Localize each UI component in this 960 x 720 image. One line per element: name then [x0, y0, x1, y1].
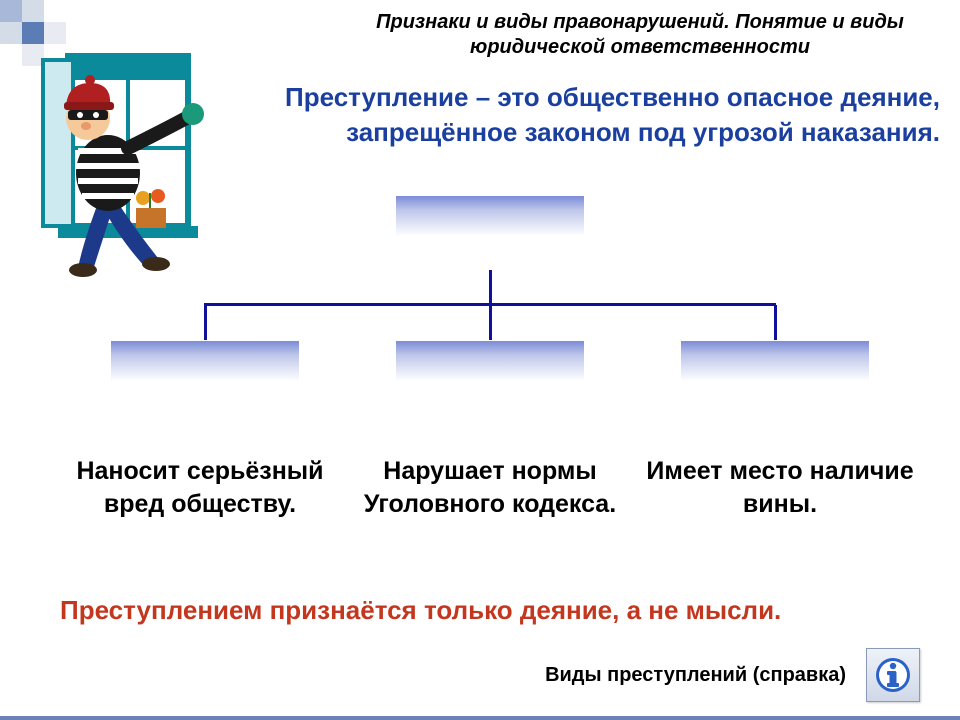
reference-label: Виды преступлений (справка) [545, 664, 846, 687]
info-icon [873, 655, 913, 695]
info-button[interactable] [866, 648, 920, 702]
diagram-child-node [395, 340, 585, 415]
diagram-child-node [680, 340, 870, 415]
bottom-accent-bar [0, 716, 960, 720]
crime-definition: Преступление – это общественно опасное д… [230, 80, 940, 150]
slide-title: Признаки и виды правонарушений. Понятие … [340, 10, 940, 60]
note-text: Преступлением признаётся только деяние, … [60, 595, 781, 625]
diagram-child-node [110, 340, 300, 415]
feature-item: Наносит серьёзный вред обществу. [60, 455, 340, 520]
hierarchy-diagram [90, 195, 890, 455]
diagram-root-node [395, 195, 585, 270]
footer: Виды преступлений (справка) [0, 648, 960, 702]
feature-item: Имеет место наличие вины. [640, 455, 920, 520]
features-row: Наносит серьёзный вред обществу. Нарушае… [60, 455, 920, 520]
definition-text: Преступление – это общественно опасное д… [285, 82, 940, 147]
bottom-note: Преступлением признаётся только деяние, … [60, 595, 920, 626]
feature-item: Нарушает нормы Уголовного кодекса. [350, 455, 630, 520]
